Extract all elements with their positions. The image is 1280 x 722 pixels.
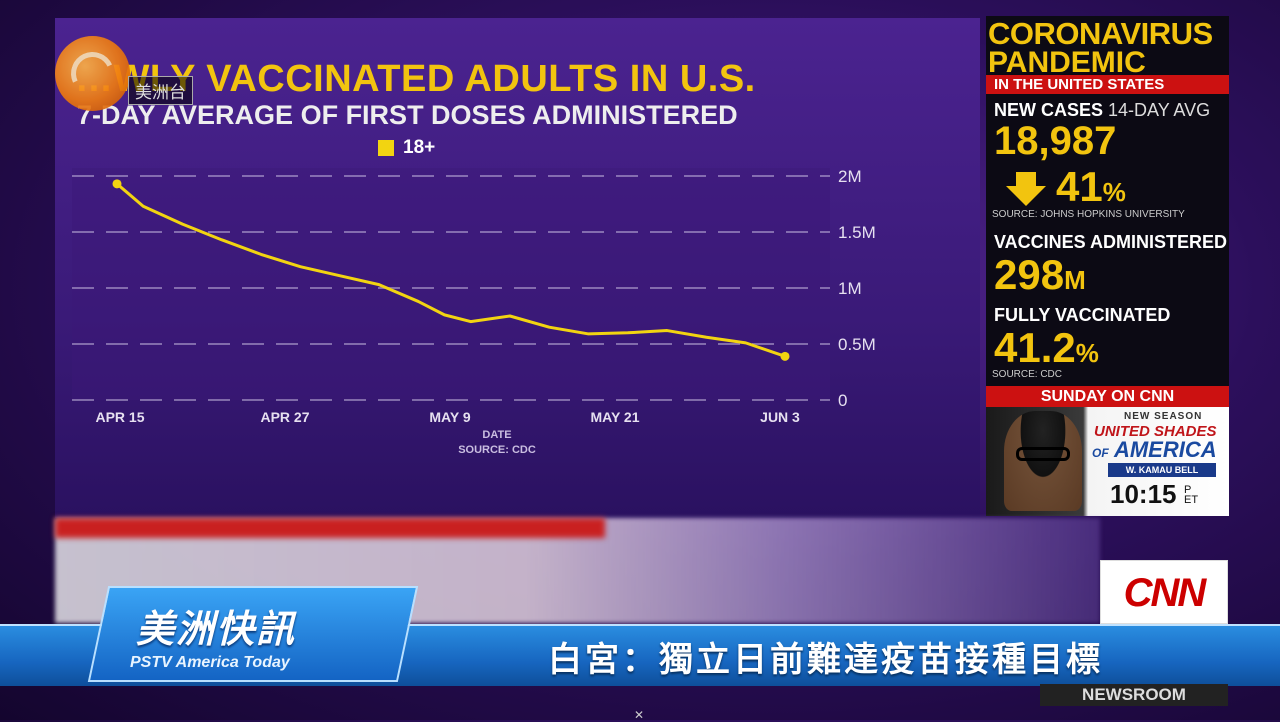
y-tick-label: 1M: [838, 279, 862, 298]
vaccines-label: VACCINES ADMINISTERED: [994, 232, 1228, 252]
promo-time: 10:15: [1110, 479, 1177, 509]
legend-label: 18+: [403, 137, 436, 158]
x-tick-label: APR 15: [95, 409, 144, 425]
brand-title: 美洲快訊: [136, 609, 297, 651]
series-line-18plus: [116, 182, 786, 358]
news-headline: 白宮：獨立日前難達疫苗接種目標: [548, 641, 1103, 679]
chart-legend: 18+: [378, 137, 435, 159]
close-icon: ✕: [634, 708, 645, 722]
fully-vaccinated-value: 41.2%: [994, 324, 1099, 371]
x-tick-label: MAY 21: [590, 409, 639, 425]
y-tick-label: 0: [838, 391, 847, 410]
x-tick-label: JUN 3: [760, 409, 800, 425]
promo-show-title: UNITED SHADES: [1094, 423, 1217, 440]
cnn-logo: CNN: [1100, 560, 1228, 624]
plot-area: [72, 168, 830, 400]
promo-show-title-2: OF AMERICA: [1092, 437, 1217, 462]
newsroom-tag: NEWSROOM: [1040, 684, 1228, 706]
sidebar-region: IN THE UNITED STATES: [986, 75, 1229, 94]
series-start-point: [112, 179, 122, 189]
blurred-red-strip: [55, 518, 605, 538]
promo-new-season: NEW SEASON: [1124, 411, 1203, 422]
chart-source: SOURCE: CDC: [458, 444, 536, 456]
new-cases-value: 18,987: [994, 119, 1117, 163]
promo-header: SUNDAY ON CNN: [986, 386, 1229, 407]
host-portrait: [1004, 411, 1082, 511]
x-tick-label: APR 27: [260, 409, 309, 425]
chart-panel: [55, 18, 980, 518]
sidebar-title: CORONAVIRUS: [988, 16, 1213, 51]
change-value: 41%: [1056, 163, 1126, 210]
vaccines-value: 298M: [994, 251, 1086, 298]
channel-logo-text: 美洲台: [128, 76, 193, 105]
change-source: SOURCE: JOHNS HOPKINS UNIVERSITY: [992, 209, 1185, 220]
fully-vaccinated-label: FULLY VACCINATED: [994, 305, 1171, 325]
series-end-point: [780, 351, 790, 361]
promo-timezone: P ET: [1184, 484, 1199, 506]
y-tick-label: 1.5M: [838, 223, 876, 242]
stats-sidebar: CORONAVIRUS PANDEMIC IN THE UNITED STATE…: [986, 16, 1229, 516]
brand-subtitle: PSTV America Today: [130, 654, 290, 671]
fully-vaccinated-source: SOURCE: CDC: [992, 369, 1063, 380]
x-axis-label: DATE: [482, 429, 511, 441]
phoenix-logo-icon: [55, 36, 130, 111]
chart-subtitle: 7-DAY AVERAGE OF FIRST DOSES ADMINISTERE…: [77, 100, 738, 130]
sidebar-title-2: PANDEMIC: [988, 46, 1146, 79]
show-promo: NEW SEASON UNITED SHADES OF AMERICA W. K…: [986, 407, 1229, 516]
y-tick-label: 0.5M: [838, 335, 876, 354]
x-tick-label: MAY 9: [429, 409, 470, 425]
down-arrow-icon: [1006, 172, 1046, 206]
promo-host: W. KAMAU BELL: [1108, 463, 1216, 477]
glasses-icon: [1016, 447, 1070, 461]
legend-swatch: [378, 140, 394, 156]
y-tick-label: 2M: [838, 167, 862, 186]
new-cases-label: NEW CASES 14-DAY AVG: [994, 100, 1211, 120]
